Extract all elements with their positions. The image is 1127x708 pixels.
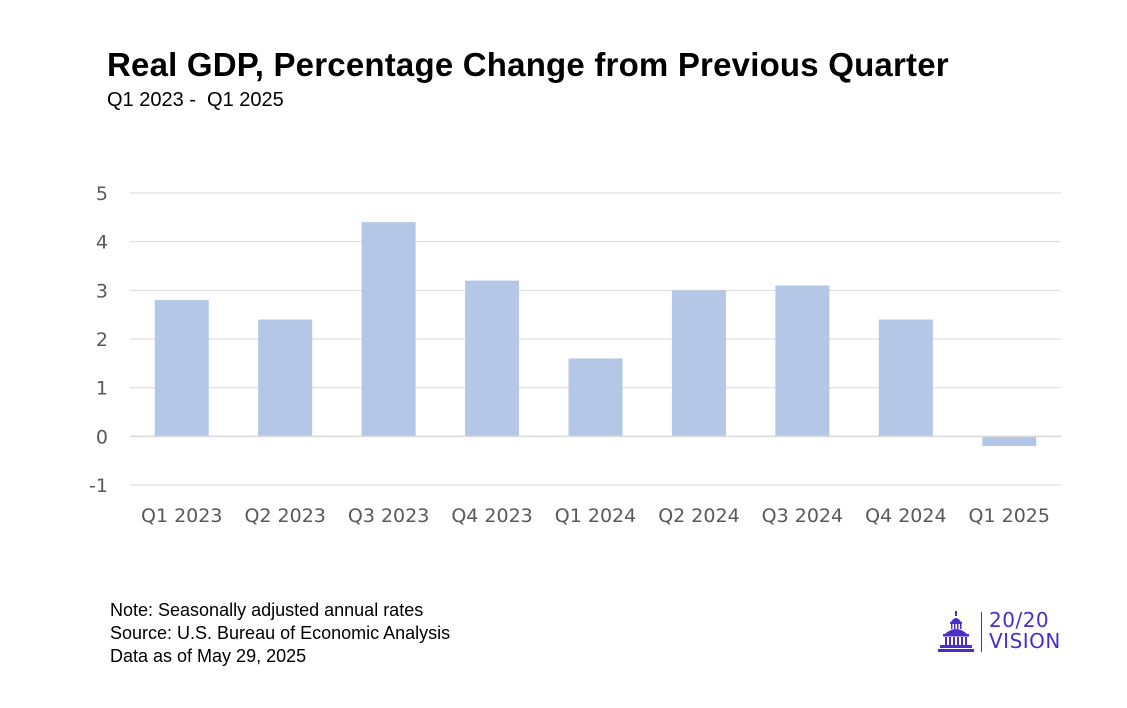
footnotes: Note: Seasonally adjusted annual rates S… [110, 599, 450, 668]
bar [258, 319, 313, 437]
x-tick-labels: Q1 2023 Q2 2023 Q3 2023 Q4 2023 Q1 2024 Q2 20… [141, 505, 1050, 527]
x-tick-label: Q1 2023 [141, 505, 222, 527]
bars [154, 222, 1037, 447]
x-tick-label: Q4 2024 [865, 505, 946, 527]
x-tick-label: Q4 2023 [451, 505, 532, 527]
source-text: Source: U.S. Bureau of Economic Analysis [110, 623, 451, 643]
x-tick-label: Q1 2024 [555, 505, 636, 527]
y-tick-labels: 5 4 3 2 1 0 -1 [89, 183, 108, 497]
logo-divider [981, 612, 982, 652]
data-date-text: Data as of May 29, 2025 [110, 646, 307, 666]
y-tick-label: 4 [96, 232, 108, 254]
note-text: Note: Seasonally adjusted annual rates [110, 600, 424, 620]
logo-text: 20/20 VISION [989, 610, 1061, 652]
capitol-dome-icon [938, 611, 974, 652]
bar [671, 290, 726, 437]
x-tick-label: Q2 2024 [658, 505, 739, 527]
y-tick-label: 5 [96, 183, 108, 205]
bar [465, 280, 520, 437]
logo-line-2: VISION [989, 629, 1061, 653]
y-tick-label: -1 [89, 475, 108, 497]
x-tick-label: Q1 2025 [969, 505, 1050, 527]
chart-subtitle: Q1 2023 - Q1 2025 [107, 89, 284, 111]
y-tick-label: 3 [96, 280, 108, 302]
bar [154, 300, 209, 437]
y-tick-label: 2 [96, 329, 108, 351]
bar [775, 285, 830, 437]
logo-line-1: 20/20 [989, 608, 1050, 632]
logo: 20/20 VISION [938, 610, 1068, 656]
y-tick-label: 1 [96, 378, 108, 400]
bar [568, 358, 623, 437]
chart-title: Real GDP, Percentage Change from Previou… [107, 46, 949, 83]
y-tick-label: 0 [96, 426, 108, 448]
bar [878, 319, 933, 437]
x-tick-label: Q3 2024 [762, 505, 843, 527]
x-tick-label: Q3 2023 [348, 505, 429, 527]
bar [361, 222, 416, 437]
x-tick-label: Q2 2023 [244, 505, 325, 527]
bar [982, 436, 1037, 447]
